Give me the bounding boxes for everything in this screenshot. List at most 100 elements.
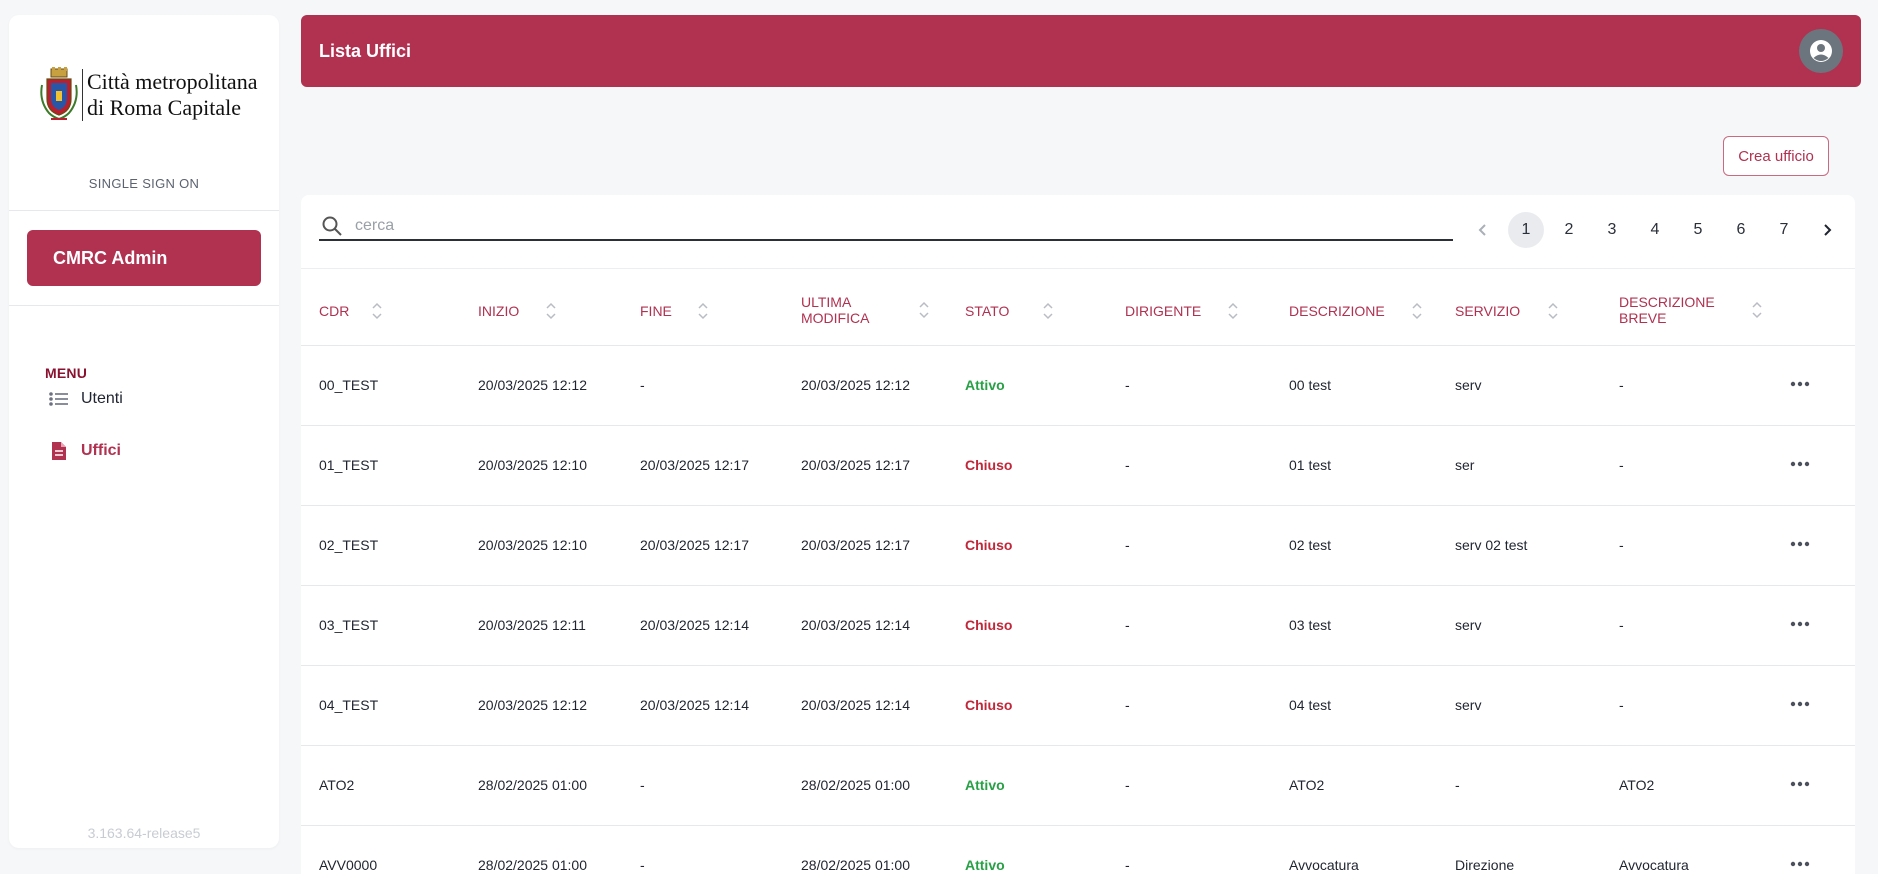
table-cell-stato: Chiuso xyxy=(965,457,1013,473)
table-cell-breve: Avvocatura xyxy=(1619,857,1689,873)
sidebar-item-label: Uffici xyxy=(81,442,121,459)
table-cell-cdr: 00_TEST xyxy=(319,377,379,393)
logo-line-1: Città metropolitana xyxy=(87,69,258,94)
table-row[interactable]: 03_TEST 20/03/2025 12:11 20/03/2025 12:14 2… xyxy=(301,585,1855,665)
search-bar xyxy=(319,216,1453,241)
more-horizontal-icon xyxy=(1790,461,1810,467)
column-header[interactable]: ULTIMA MODIFICA xyxy=(801,294,929,326)
column-header[interactable]: INIZIO xyxy=(478,302,556,320)
column-header-label: ULTIMA MODIFICA xyxy=(801,294,870,326)
table-cell-dirigente: - xyxy=(1125,537,1130,553)
row-actions-button[interactable] xyxy=(1788,454,1812,474)
table-cell-cdr: ATO2 xyxy=(319,777,355,793)
column-header[interactable]: FINE xyxy=(640,302,708,320)
table-cell-ultima: 20/03/2025 12:14 xyxy=(801,697,910,713)
sso-label: SINGLE SIGN ON xyxy=(88,176,200,191)
row-actions-button[interactable] xyxy=(1788,774,1812,794)
table-cell-ultima: 20/03/2025 12:17 xyxy=(801,537,910,553)
table-cell-dirigente: - xyxy=(1125,777,1130,793)
table-cell-fine: - xyxy=(640,777,645,793)
table-row[interactable]: 04_TEST 20/03/2025 12:12 20/03/2025 12:14 2… xyxy=(301,665,1855,745)
table-cell-ultima: 28/02/2025 01:00 xyxy=(801,777,910,793)
table-row[interactable]: AVV0000 28/02/2025 01:00 - 28/02/2025 01:00… xyxy=(301,825,1855,874)
table-cell-fine: 20/03/2025 12:17 xyxy=(640,537,749,553)
page-button[interactable]: 7 xyxy=(1779,221,1789,238)
table-cell-servizio: serv xyxy=(1455,617,1482,633)
more-horizontal-icon xyxy=(1790,541,1810,547)
sidebar-divider xyxy=(9,210,279,211)
table-cell-servizio: ser xyxy=(1455,457,1475,473)
sort-icon[interactable] xyxy=(1228,302,1238,320)
table-cell-descrizione: ATO2 xyxy=(1289,777,1325,793)
sort-icon[interactable] xyxy=(372,302,382,320)
crest-icon xyxy=(40,67,78,120)
table-cell-stato: Chiuso xyxy=(965,617,1013,633)
table-row[interactable]: ATO2 28/02/2025 01:00 - 28/02/2025 01:00 Att… xyxy=(301,745,1855,825)
list-icon xyxy=(49,389,69,409)
table-row[interactable]: 02_TEST 20/03/2025 12:10 20/03/2025 12:17 2… xyxy=(301,505,1855,585)
page-button[interactable]: 5 xyxy=(1693,221,1703,238)
more-horizontal-icon xyxy=(1790,621,1810,627)
row-actions-button[interactable] xyxy=(1788,854,1812,874)
column-header[interactable]: STATO xyxy=(965,302,1053,320)
row-actions-button[interactable] xyxy=(1788,614,1812,634)
sort-icon[interactable] xyxy=(919,301,929,319)
column-header-label: DIRIGENTE xyxy=(1125,303,1202,319)
chevron-right-icon xyxy=(1824,224,1832,236)
search-input[interactable] xyxy=(355,217,1445,235)
page-button[interactable]: 4 xyxy=(1650,221,1660,238)
table-cell-breve: - xyxy=(1619,537,1624,553)
cmrc-logo[interactable]: Città metropolitana di Roma Capitale xyxy=(39,55,269,135)
column-header[interactable]: CDR xyxy=(319,302,382,320)
table-cell-stato: Attivo xyxy=(965,777,1005,793)
table-cell-breve: - xyxy=(1619,377,1624,393)
column-header-label: INIZIO xyxy=(478,303,520,319)
row-actions-button[interactable] xyxy=(1788,534,1812,554)
table-cell-ultima: 20/03/2025 12:14 xyxy=(801,617,910,633)
user-circle-icon xyxy=(1810,40,1832,62)
column-header-label: STATO xyxy=(965,303,1010,319)
prev-page-button[interactable] xyxy=(1465,212,1501,248)
table-row[interactable]: 01_TEST 20/03/2025 12:10 20/03/2025 12:17 2… xyxy=(301,425,1855,505)
sidebar-divider xyxy=(9,305,279,306)
admin-button[interactable]: CMRC Admin xyxy=(27,230,261,286)
table-cell-ultima: 20/03/2025 12:17 xyxy=(801,457,910,473)
page-button[interactable]: 6 xyxy=(1736,221,1746,238)
sidebar-item-uffici[interactable]: Uffici xyxy=(49,441,121,461)
sort-icon[interactable] xyxy=(1043,302,1053,320)
column-header-label: FINE xyxy=(640,303,672,319)
table-cell-servizio: Direzione xyxy=(1455,857,1515,873)
create-office-button[interactable]: Crea ufficio xyxy=(1723,136,1829,176)
table-cell-servizio: serv xyxy=(1455,697,1482,713)
table-cell-cdr: AVV0000 xyxy=(319,857,378,873)
sort-icon[interactable] xyxy=(1752,301,1762,319)
table-cell-cdr: 02_TEST xyxy=(319,537,379,553)
table-row[interactable]: 00_TEST 20/03/2025 12:12 - 20/03/2025 12:12… xyxy=(301,345,1855,425)
pagination: 1 2 3 4 5 6 7 xyxy=(1458,212,1845,248)
column-header[interactable]: SERVIZIO xyxy=(1455,302,1558,320)
table-cell-dirigente: - xyxy=(1125,857,1130,873)
table-cell-descrizione: 04 test xyxy=(1289,697,1332,713)
column-header[interactable]: DESCRIZIONE BREVE xyxy=(1619,294,1762,326)
table-cell-dirigente: - xyxy=(1125,697,1130,713)
row-actions-button[interactable] xyxy=(1788,374,1812,394)
page-title: Lista Uffici xyxy=(319,41,412,61)
column-header[interactable]: DESCRIZIONE xyxy=(1289,302,1422,320)
logo-text: Città metropolitana di Roma Capitale xyxy=(87,69,257,121)
column-header[interactable]: DIRIGENTE xyxy=(1125,302,1238,320)
user-menu-button[interactable] xyxy=(1799,29,1843,73)
next-page-button[interactable] xyxy=(1809,212,1845,248)
page-button[interactable]: 3 xyxy=(1607,221,1617,238)
column-header-label: DESCRIZIONE xyxy=(1289,303,1385,319)
sort-icon[interactable] xyxy=(1548,302,1558,320)
page-button[interactable]: 2 xyxy=(1564,221,1574,238)
row-actions-button[interactable] xyxy=(1788,694,1812,714)
sort-icon[interactable] xyxy=(546,302,556,320)
table-cell-stato: Attivo xyxy=(965,377,1005,393)
sidebar-item-utenti[interactable]: Utenti xyxy=(49,389,123,409)
menu-heading: MENU xyxy=(45,365,88,381)
table-cell-ultima: 20/03/2025 12:12 xyxy=(801,377,910,393)
sort-icon[interactable] xyxy=(1412,302,1422,320)
sort-icon[interactable] xyxy=(698,302,708,320)
page-button[interactable]: 1 xyxy=(1508,212,1544,248)
